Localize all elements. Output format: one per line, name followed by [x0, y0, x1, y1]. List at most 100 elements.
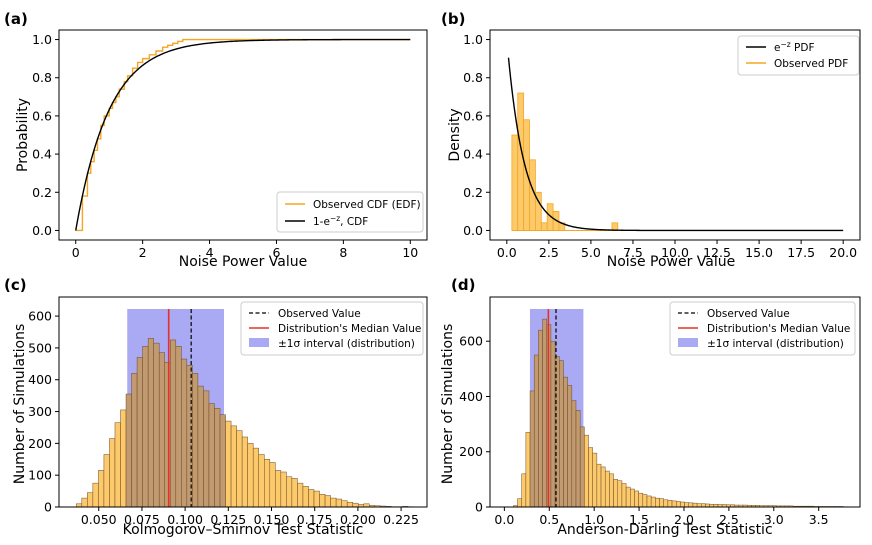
- histogram-bar: [650, 496, 656, 508]
- x-tick-label: 8: [339, 245, 347, 260]
- histogram-bar: [634, 490, 639, 508]
- series-theoretical-pdf: [507, 57, 844, 232]
- legend-label-sigma: ±1σ interval (distribution): [707, 338, 844, 350]
- y-tick-label: 400: [28, 372, 52, 387]
- panel-label: (c): [4, 276, 27, 294]
- histogram-bar: [247, 443, 254, 508]
- legend: Observed Value Distribution's Median Val…: [669, 301, 856, 356]
- histogram-bar: [604, 470, 610, 508]
- histogram-bar: [609, 473, 614, 508]
- plot-area: 0.050 0.075 0.100 0.125 0.150 0.175 0.200 0.225…: [28, 296, 428, 527]
- legend: Observed CDF (EDF) 1-e−z, CDF: [276, 191, 424, 233]
- axes-frame: [58, 29, 428, 241]
- histogram-bar: [252, 447, 259, 508]
- y-tick-label: 0.4: [32, 147, 52, 162]
- histogram-bar: [567, 385, 573, 508]
- histogram-bar: [219, 414, 226, 508]
- panel-label: (a): [4, 10, 28, 28]
- x-tick-label: 2.0: [674, 512, 694, 527]
- x-tick-label: 7.5: [623, 245, 643, 260]
- histogram-bar: [120, 409, 127, 508]
- x-tick-label: 0.125: [210, 512, 246, 527]
- legend-label-edf: Observed CDF (EDF): [313, 199, 421, 211]
- histogram-bar: [208, 403, 215, 508]
- x-tick-label: 17.5: [787, 245, 815, 260]
- legend-label-cdf: 1-e−z, CDF: [313, 214, 368, 228]
- histogram-bar: [286, 476, 293, 508]
- x-tick-label: 0.150: [254, 512, 290, 527]
- histogram-bar: [346, 501, 353, 508]
- panel-label: (b): [441, 10, 465, 28]
- histogram-bar: [197, 385, 204, 508]
- x-tick-label: 4: [206, 245, 214, 260]
- histogram-bar: [302, 486, 309, 508]
- histogram-bar: [542, 318, 548, 508]
- y-tick-label: 600: [28, 309, 52, 324]
- x-tick-label: 0.200: [340, 512, 376, 527]
- histogram-bar: [592, 452, 598, 508]
- y-tick-label: 200: [28, 436, 52, 451]
- x-tick-label: 0.0: [494, 512, 514, 527]
- y-tick-label: 600: [459, 334, 483, 349]
- x-tick-label: 3.0: [764, 512, 784, 527]
- histogram-bar: [269, 462, 276, 508]
- histogram-bar: [81, 497, 88, 508]
- histogram-bar: [655, 497, 660, 508]
- histogram-bar: [563, 376, 568, 508]
- x-tick-label: 20.0: [829, 245, 857, 260]
- legend-label-median: Distribution's Median Value: [278, 323, 421, 335]
- x-tick-label: 0.0: [497, 245, 517, 260]
- histogram-bar: [291, 478, 298, 508]
- y-tick-label: 0.0: [463, 223, 483, 238]
- legend-label-sigma: ±1σ interval (distribution): [278, 338, 415, 350]
- histogram-bar: [638, 492, 644, 508]
- histogram-bar: [521, 473, 527, 508]
- histogram-bar: [158, 352, 165, 508]
- y-tick-label: 0.0: [32, 223, 52, 238]
- histogram-bar: [142, 346, 149, 508]
- legend-label-observed: Observed Value: [707, 308, 790, 320]
- histogram-bar: [529, 390, 535, 508]
- y-tick-label: 0.2: [463, 185, 483, 200]
- legend-swatch-sigma: [249, 338, 269, 347]
- histogram-bar: [264, 459, 271, 508]
- histogram-bar: [98, 470, 105, 508]
- histogram-bar: [280, 471, 287, 508]
- histogram-bar: [621, 483, 627, 508]
- legend: Observed Value Distribution's Median Val…: [240, 301, 424, 356]
- histogram-bar: [630, 488, 635, 508]
- x-tick-label: 0.175: [297, 512, 333, 527]
- x-tick-label: 0.225: [383, 512, 419, 527]
- x-tick-label: 2: [139, 245, 147, 260]
- legend-label-observed-pdf: Observed PDF: [774, 58, 848, 70]
- histogram-bar: [203, 390, 210, 508]
- histogram-bar: [688, 502, 694, 508]
- histogram-bar: [646, 495, 652, 508]
- histogram-bar: [114, 422, 121, 508]
- y-tick-label: 0.8: [32, 70, 52, 85]
- panel-a: (a) 0 2 4 6 8 10 0.0 0.2 0.4 0.6 0.8 1.0 Noise Powe…: [4, 10, 428, 270]
- y-tick-label: 100: [28, 468, 52, 483]
- histogram-bar: [625, 486, 631, 508]
- histogram-bar: [352, 502, 359, 508]
- plot-area: 0.0 0.5 1.0 1.5 2.0 2.5 3.0 3.5 0 200 400 600: [459, 296, 861, 527]
- histogram-bar: [517, 92, 525, 231]
- histogram-bar: [313, 490, 320, 508]
- y-tick-label: 0: [44, 500, 52, 515]
- histogram-bar: [671, 500, 677, 508]
- histogram-bar: [550, 340, 556, 508]
- histogram-bar: [596, 463, 602, 508]
- histogram-bar: [225, 420, 232, 508]
- y-tick-label: 1.0: [32, 32, 52, 47]
- histogram-bar: [588, 447, 593, 508]
- axes-frame: [58, 296, 428, 508]
- y-tick-label: 500: [28, 340, 52, 355]
- axes-frame: [489, 296, 861, 508]
- histogram-bar: [335, 498, 342, 508]
- x-tick-label: 1.0: [584, 512, 604, 527]
- x-tick-label: 15.0: [745, 245, 773, 260]
- histogram-bar: [319, 494, 326, 508]
- x-tick-label: 10.0: [661, 245, 689, 260]
- histogram-bar: [181, 358, 188, 508]
- histogram-bar: [600, 466, 606, 508]
